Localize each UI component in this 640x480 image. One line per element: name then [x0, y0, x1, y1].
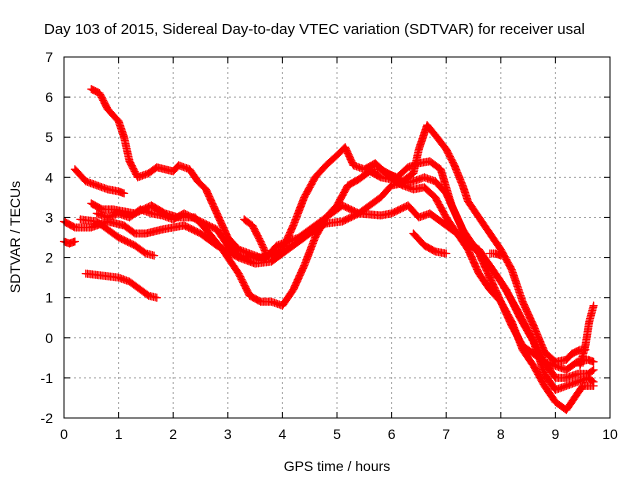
y-tick-label: 2: [45, 250, 53, 266]
series-4: [70, 165, 129, 198]
x-tick-label: 8: [497, 426, 505, 442]
series-markers: [70, 165, 129, 198]
series-10: [365, 121, 590, 366]
x-tick-label: 9: [552, 426, 560, 442]
y-tick-label: -2: [41, 410, 54, 426]
x-tick-label: 1: [115, 426, 123, 442]
x-tick-label: 4: [279, 426, 287, 442]
series-3: [81, 269, 161, 302]
chart-title: Day 103 of 2015, Sidereal Day-to-day VTE…: [44, 21, 585, 38]
series-markers: [76, 215, 159, 260]
series-markers: [365, 121, 590, 366]
x-tick-label: 5: [333, 426, 341, 442]
y-tick-label: -1: [41, 370, 54, 386]
tick-layer: 0 1 2 3 4 5 6 7 8 9 10 -2 -1 0 1 2 3 4 5 6 7: [41, 49, 618, 442]
x-tick-label: 0: [60, 426, 68, 442]
y-axis-label: SDTVAR / TECUs: [7, 181, 23, 293]
series-8: [92, 173, 598, 383]
x-tick-label: 10: [602, 426, 618, 442]
series-9: [240, 215, 271, 258]
series-markers: [240, 215, 271, 258]
y-tick-label: 6: [45, 89, 53, 105]
x-tick-label: 6: [388, 426, 396, 442]
series-layer: [59, 84, 598, 415]
series-markers: [575, 301, 598, 371]
x-tick-label: 3: [224, 426, 232, 442]
x-tick-label: 2: [169, 426, 177, 442]
series-12: [485, 249, 505, 260]
series-markers: [81, 269, 161, 302]
series-markers: [409, 229, 451, 258]
series-markers: [59, 237, 80, 248]
y-tick-label: 0: [45, 330, 53, 346]
y-tick-label: 7: [45, 49, 53, 65]
series-markers: [92, 173, 598, 383]
series-5: [76, 215, 159, 260]
series-2: [59, 237, 80, 248]
series-markers: [485, 249, 505, 260]
x-axis-label: GPS time / hours: [284, 458, 391, 474]
y-tick-label: 3: [45, 209, 53, 225]
series-11: [409, 229, 451, 258]
series-13: [575, 301, 598, 371]
x-tick-label: 7: [442, 426, 450, 442]
y-tick-label: 4: [45, 169, 53, 185]
y-tick-label: 1: [45, 290, 53, 306]
y-tick-label: 5: [45, 129, 53, 145]
